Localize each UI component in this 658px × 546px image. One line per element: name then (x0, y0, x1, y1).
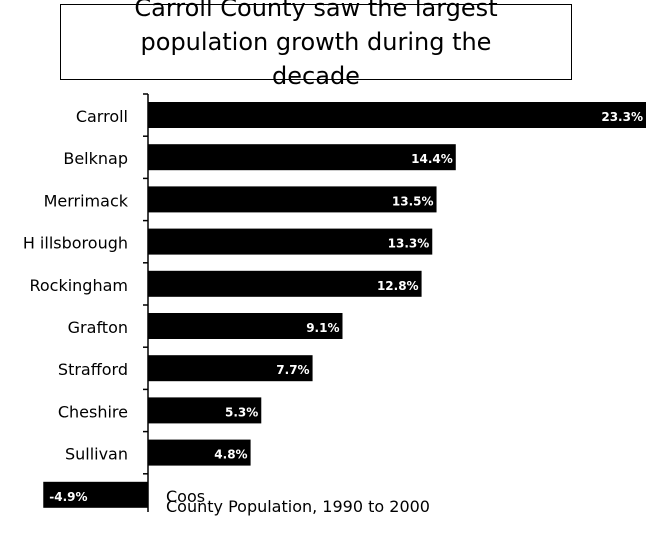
chart-caption: County Population, 1990 to 2000 (166, 497, 430, 516)
category-label: Grafton (68, 318, 128, 337)
value-label: 7.7% (276, 363, 309, 377)
bar-rockingham (148, 270, 422, 297)
category-label: Cheshire (58, 402, 128, 421)
value-label: 4.8% (214, 448, 247, 462)
value-label: 12.8% (377, 279, 419, 293)
category-label: H illsborough (23, 234, 128, 253)
value-label: -4.9% (49, 490, 87, 504)
category-label: Coos (166, 487, 205, 506)
bar-coos (43, 481, 148, 508)
bar-grafton (148, 313, 343, 339)
chart-title-box: Carroll County saw the largest populatio… (60, 0, 572, 90)
bar-strafford (148, 355, 313, 382)
value-label: 23.3% (601, 110, 643, 124)
chart-title: Carroll County saw the largest populatio… (134, 0, 498, 90)
value-label: 13.5% (392, 194, 434, 208)
value-label: 13.3% (388, 237, 430, 251)
category-label: Carroll (76, 107, 128, 126)
category-label: Belknap (63, 149, 128, 168)
bar-carroll (148, 102, 646, 128)
value-label: 5.3% (225, 405, 258, 419)
bar-hillsborough (148, 228, 433, 255)
bar-sullivan (148, 439, 251, 466)
value-label: 14.4% (411, 152, 453, 166)
bar-merrimack (148, 186, 437, 213)
category-label: Merrimack (44, 191, 129, 210)
bar-belknap (148, 144, 456, 171)
category-label: Rockingham (29, 276, 128, 295)
category-label: Strafford (58, 360, 128, 379)
bar-cheshire (148, 397, 262, 424)
value-label: 9.1% (306, 321, 339, 335)
category-label: Sullivan (65, 445, 128, 464)
